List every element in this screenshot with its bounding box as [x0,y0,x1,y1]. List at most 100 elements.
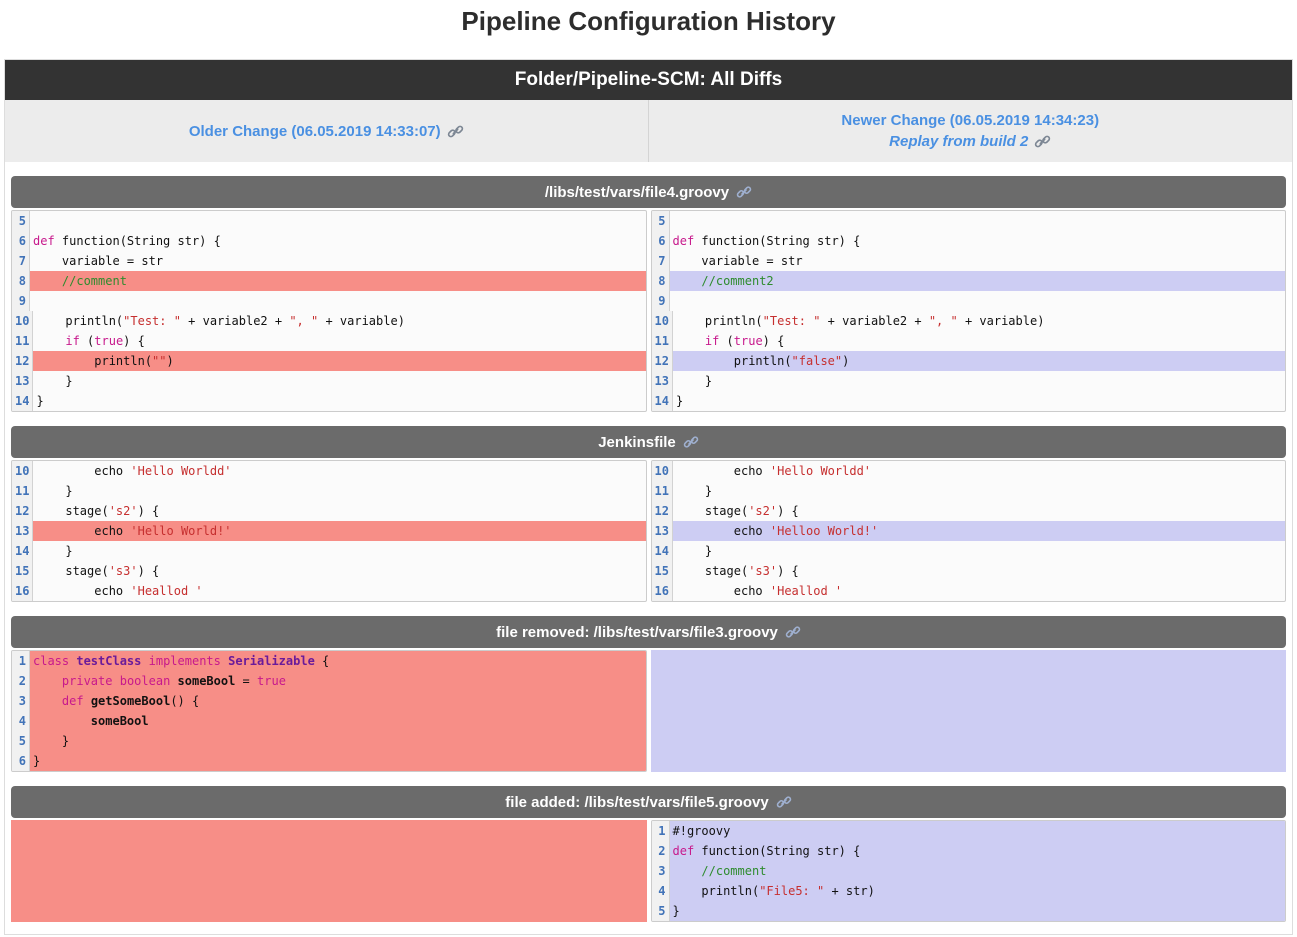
file-diff-section: Jenkinsfile 10 echo 'Hello Worldd' 11 } 12 … [11,426,1286,602]
code-line: 11 } [12,481,646,501]
side-by-side-diff: 5 6 def function(String str) {7 variable =… [11,210,1286,412]
line-number: 12 [12,351,34,371]
line-number: 7 [651,251,670,271]
line-number: 8 [651,271,670,291]
code-line: 15 stage('s3') { [651,561,1286,581]
code-line: 3 def getSomeBool() { [12,691,646,711]
line-number: 5 [651,211,670,231]
code-text [670,291,1286,311]
code-line: 14} [651,391,1286,411]
line-number: 12 [651,501,673,521]
link-icon[interactable] [785,624,801,640]
code-line: 10 println("Test: " + variable2 + ", " +… [12,311,646,331]
diff-right-pane: 5 6 def function(String str) { 7 variable =… [650,210,1286,412]
code-line: 13 } [651,371,1286,391]
code-text: } [36,544,73,558]
code-line: 10 echo 'Hello Worldd' [12,461,646,481]
code-line: 11 if (true) { [12,331,646,351]
link-icon[interactable] [1034,133,1051,150]
line-number: 9 [12,291,30,311]
code-line: 5 [12,211,646,231]
newer-change-link[interactable]: Newer Change (06.05.2019 14:34:23) [841,112,1100,129]
code-text: } [36,484,73,498]
code-text: def function(String str) { [33,234,221,248]
code-text: } [30,751,646,771]
line-number: 10 [12,311,34,331]
code-line: 5 [651,211,1286,231]
code-text: echo 'Heallod ' [675,584,843,598]
line-number: 7 [12,251,30,271]
side-by-side-diff: 1 #!groovy 2 def function(String str) {3 //… [11,820,1286,922]
line-number: 12 [651,351,673,371]
diff-page-container: Folder/Pipeline-SCM: All Diffs Older Cha… [4,59,1293,935]
code-text: echo 'Hello Worldd' [36,464,232,478]
code-text: } [675,544,713,558]
code-text: } [675,484,713,498]
code-text [670,211,1286,231]
code-line: 6 def function(String str) { [12,231,646,251]
code-line: 4 someBool [12,711,646,731]
code-text: if (true) { [704,334,785,348]
line-number: 11 [12,331,34,351]
code-text: def function(String str) { [669,841,1285,861]
line-number: 16 [12,581,34,601]
code-line: 6} [12,751,646,771]
older-change-link[interactable]: Older Change (06.05.2019 14:33:07) [188,122,441,140]
link-icon[interactable] [683,434,699,450]
file-section-header: file added: /libs/test/vars/file5.groovy [11,786,1286,818]
code-text: echo 'Hello World!' [33,521,646,541]
link-icon[interactable] [776,794,792,810]
code-line: 7 variable = str [651,251,1286,271]
line-number: 1 [12,651,30,671]
line-number: 10 [12,461,34,481]
code-line: 14} [12,391,646,411]
code-line: 11 if (true) { [651,331,1286,351]
code-text: class testClass implements Serializable … [30,651,646,671]
code-text: echo 'Helloo World!' [672,521,1285,541]
line-number: 14 [651,541,673,561]
code-text: #!groovy [669,821,1285,841]
code-text: println("Test: " + variable2 + ", " + va… [36,314,405,328]
code-line: 8 //comment [12,271,646,291]
diff-right-pane [650,650,1286,772]
code-line: 16 echo 'Heallod ' [12,581,646,601]
line-number: 10 [651,311,673,331]
line-number: 13 [651,371,673,391]
line-number: 13 [12,521,34,541]
replay-from-build-link[interactable]: Replay from build 2 [889,133,1029,150]
code-line: 1 #!groovy [651,821,1285,841]
diff-left-pane: 10 echo 'Hello Worldd' 11 } 12 stage('s2')… [11,460,647,602]
code-line: 2 def function(String str) { [651,841,1285,861]
code-text: stage('s3') { [675,564,799,578]
job-header-bar: Folder/Pipeline-SCM: All Diffs [5,60,1292,100]
line-number: 4 [12,711,30,731]
file-diff-section: file removed: /libs/test/vars/file3.groo… [11,616,1286,772]
line-number: 14 [12,391,34,411]
code-line: 10 println("Test: " + variable2 + ", " +… [651,311,1286,331]
code-line: 12 println("") [12,351,646,371]
diff-right-pane: 10 echo 'Hello Worldd' 11 } 12 stage('s2')… [650,460,1286,602]
code-text [30,291,646,311]
code-text: echo 'Hello Worldd' [675,464,872,478]
line-number: 9 [651,291,670,311]
link-icon[interactable] [736,184,752,200]
code-line: 3 //comment [651,861,1285,881]
change-header-row: Older Change (06.05.2019 14:33:07) Newer… [5,100,1292,162]
line-number: 11 [651,481,673,501]
diff-left-pane [11,820,647,922]
code-text: //comment [30,271,646,291]
code-text: def function(String str) { [672,234,861,248]
code-text: println("Test: " + variable2 + ", " + va… [675,314,1045,328]
code-line: 12 stage('s2') { [651,501,1286,521]
link-icon[interactable] [447,123,464,140]
line-number: 15 [12,561,34,581]
code-line: 12 println("false") [651,351,1285,371]
line-number: 6 [651,231,670,251]
code-line: 2 private boolean someBool = true [12,671,646,691]
diff-left-pane: 1 class testClass implements Serializable… [11,650,647,772]
file-title: Jenkinsfile [598,433,676,451]
code-text: println("false") [672,351,1285,371]
code-text: private boolean someBool = true [30,671,646,691]
code-line: 1 class testClass implements Serializable… [12,651,646,671]
file-title: file removed: /libs/test/vars/file3.groo… [496,623,778,641]
